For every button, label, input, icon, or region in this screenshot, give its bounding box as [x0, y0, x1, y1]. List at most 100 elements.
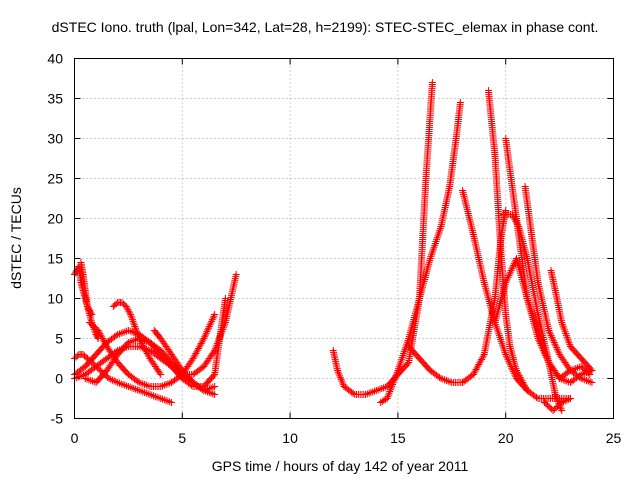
data-point — [108, 376, 116, 384]
data-point — [434, 230, 442, 238]
data-point — [577, 375, 585, 382]
data-point — [387, 384, 395, 392]
data-point — [428, 251, 436, 259]
data-point — [519, 379, 527, 386]
data-point — [509, 263, 517, 271]
data-point — [156, 369, 164, 377]
data-point — [114, 379, 122, 386]
data-point — [126, 327, 134, 335]
data-point — [76, 373, 84, 380]
data-point — [124, 327, 132, 334]
data-point — [199, 336, 207, 344]
data-point — [522, 385, 530, 393]
data-point — [432, 238, 440, 246]
data-point — [435, 373, 443, 381]
data-point — [496, 334, 504, 342]
data-point — [151, 393, 159, 400]
data-point — [339, 379, 347, 387]
data-point — [139, 388, 147, 396]
data-marks — [71, 79, 596, 414]
y-tick-label: 25 — [47, 171, 63, 187]
series-10 — [377, 99, 464, 406]
data-point — [127, 311, 135, 318]
data-point — [495, 332, 503, 340]
data-point — [135, 387, 143, 394]
data-point — [196, 341, 204, 349]
data-point — [514, 221, 522, 229]
data-point — [119, 329, 127, 336]
data-point — [142, 348, 150, 356]
data-point — [201, 333, 209, 341]
data-point — [157, 371, 165, 378]
data-point — [536, 338, 544, 346]
series-19 — [541, 395, 574, 414]
data-point — [124, 339, 132, 346]
data-point — [522, 383, 530, 391]
data-point — [389, 381, 397, 388]
data-point — [503, 275, 511, 283]
data-point — [390, 377, 398, 385]
series-16 — [521, 183, 596, 386]
data-point — [546, 330, 554, 338]
data-point — [107, 375, 115, 383]
data-point — [115, 379, 123, 387]
data-point — [204, 326, 212, 334]
data-point — [85, 376, 93, 384]
data-point — [137, 338, 145, 346]
data-point — [195, 343, 203, 351]
data-point — [398, 355, 406, 363]
data-point — [81, 375, 89, 382]
data-point — [122, 303, 130, 310]
data-point — [146, 391, 154, 398]
data-point — [558, 399, 566, 406]
data-point — [494, 328, 502, 336]
data-point — [493, 326, 501, 334]
data-point — [127, 312, 135, 320]
data-point — [221, 295, 229, 302]
data-point — [400, 350, 408, 358]
data-point — [139, 380, 147, 388]
data-point — [558, 407, 566, 414]
data-point — [73, 352, 81, 360]
data-point — [508, 265, 516, 273]
data-point — [124, 306, 132, 314]
data-point — [168, 399, 176, 406]
data-point — [549, 335, 557, 343]
data-point — [201, 331, 209, 339]
data-point — [142, 381, 150, 389]
data-point — [581, 369, 589, 377]
data-point — [160, 381, 168, 389]
grid — [74, 58, 614, 419]
series-9 — [329, 79, 436, 398]
data-point — [203, 385, 211, 393]
data-point — [374, 386, 382, 394]
data-point — [584, 377, 592, 385]
data-point — [211, 391, 219, 398]
data-point — [474, 362, 482, 370]
data-point — [425, 258, 433, 266]
data-point — [144, 390, 152, 398]
data-point — [87, 377, 95, 384]
data-point — [436, 224, 444, 232]
y-tick-label: 40 — [47, 51, 63, 67]
data-point — [112, 332, 120, 340]
chart-title: dSTEC Iono. truth (lpal, Lon=342, Lat=28… — [52, 19, 599, 35]
data-point — [523, 387, 531, 394]
data-point — [115, 330, 123, 338]
data-point — [476, 359, 484, 367]
data-point — [138, 340, 146, 347]
data-point — [78, 372, 86, 380]
data-point — [141, 389, 149, 396]
data-point — [164, 397, 172, 405]
data-point — [202, 329, 210, 337]
data-point — [566, 395, 574, 402]
data-point — [437, 375, 445, 382]
data-point — [140, 343, 148, 351]
data-point — [481, 280, 489, 288]
data-point — [441, 376, 449, 384]
data-point — [505, 272, 513, 280]
data-point — [130, 319, 138, 327]
data-point — [391, 374, 399, 381]
data-point — [98, 333, 106, 341]
data-point — [137, 379, 145, 387]
